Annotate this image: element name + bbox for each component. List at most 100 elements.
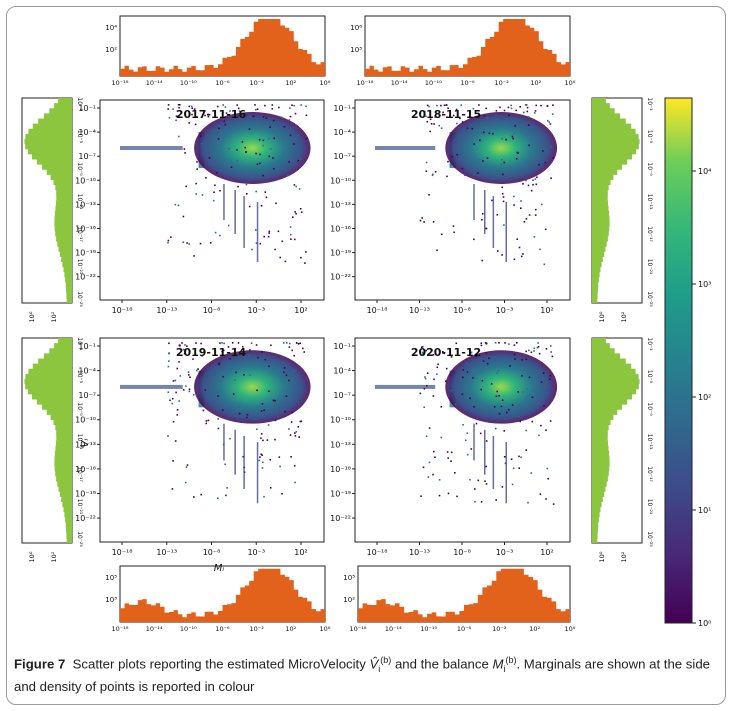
scatter-point [526, 110, 529, 113]
scatter-point [433, 378, 435, 381]
scatter-point [289, 434, 292, 436]
scatter-point [255, 190, 257, 193]
scatter-point [274, 419, 277, 422]
scatter-point [255, 152, 257, 155]
scatter-point [508, 343, 510, 345]
scatter-point [470, 351, 473, 354]
scatter-point [293, 143, 295, 145]
scatter-point [261, 454, 263, 456]
scatter-point [513, 204, 515, 206]
scatter-point [440, 127, 443, 129]
scatter-streak [492, 435, 495, 489]
scatter-point [513, 258, 516, 261]
scatter-point [238, 110, 241, 112]
scatter-point [518, 455, 520, 458]
scatter-point [248, 354, 250, 357]
scatter-point [549, 375, 552, 377]
side-marginal-3 [21, 337, 73, 544]
panel-title-4: 2020-11-12 [411, 346, 481, 359]
scatter-point [224, 106, 227, 108]
scatter-point [525, 350, 527, 353]
scatter-point [462, 376, 464, 379]
scatter-point [534, 110, 537, 112]
colorbar-tick-label: 10² [698, 393, 711, 402]
scatter-point [453, 231, 455, 234]
histogram-bars [120, 568, 325, 622]
scatter-point [255, 229, 257, 231]
scatter-point [216, 105, 219, 108]
scatter-point [432, 450, 435, 453]
scatter-point [501, 192, 504, 195]
scatter-point [278, 456, 281, 458]
scatter-point [293, 369, 295, 372]
scatter-point [535, 104, 537, 107]
side-y-tick-label: 10⁻⁵ [646, 130, 653, 144]
scatter-point [488, 132, 491, 135]
scatter-point [422, 346, 424, 348]
scatter-point [202, 409, 205, 412]
scatter-point [479, 139, 481, 141]
scatter-point [199, 242, 202, 245]
scatter-point [235, 371, 237, 374]
scatter-point [425, 115, 427, 118]
scatter-point [222, 137, 224, 139]
scatter-point [204, 114, 206, 117]
scatter-point [254, 104, 256, 106]
scatter-point [542, 372, 545, 374]
scatter-point [215, 135, 218, 138]
scatter-point [226, 121, 229, 124]
side-y-tick-label: 10⁻¹ [76, 97, 83, 111]
scatter-point [536, 176, 538, 179]
scatter-point [495, 395, 498, 398]
scatter-point [188, 122, 190, 124]
scatter-point [182, 389, 185, 391]
scatter-point [188, 243, 190, 245]
x-tick-label: 10² [540, 548, 553, 557]
scatter-point [501, 158, 503, 161]
scatter-point [469, 478, 471, 481]
scatter-point [183, 348, 185, 351]
scatter-point [193, 496, 195, 498]
scatter-streak [505, 202, 507, 262]
y-tick-label: 10⁻¹⁶ [75, 465, 96, 474]
scatter-point [543, 263, 546, 266]
scatter-streak [505, 442, 507, 504]
scatter-point [552, 503, 555, 505]
scatter-point [540, 424, 542, 427]
scatter-point [186, 345, 188, 347]
scatter-point [184, 344, 186, 346]
scatter-point [461, 167, 464, 170]
scatter-point [531, 420, 534, 423]
scatter-point [421, 217, 423, 219]
scatter-point [289, 342, 291, 345]
scatter-point [496, 390, 498, 393]
scatter-point [535, 208, 537, 211]
scatter-point [286, 342, 288, 344]
scatter-point [238, 412, 241, 415]
scatter-point [440, 436, 443, 439]
scatter-point [168, 342, 170, 345]
density-core [194, 350, 311, 424]
scatter-point [450, 460, 452, 462]
scatter-point [461, 393, 464, 396]
scatter-point [193, 255, 195, 257]
scatter-point [255, 108, 257, 111]
marginal-x-tick-label: 10⁻¹⁸ [112, 625, 129, 633]
scatter-point [262, 144, 264, 147]
scatter-point [475, 422, 478, 425]
scatter-point [546, 105, 549, 107]
scatter-point [434, 171, 437, 173]
scatter-point [462, 369, 465, 371]
scatter-point [290, 399, 292, 401]
scatter-point [205, 177, 207, 179]
scatter-point [515, 109, 517, 112]
scatter-point [447, 160, 449, 163]
scatter-point [520, 255, 523, 258]
scatter-point [495, 110, 498, 112]
scatter-point [496, 214, 499, 216]
histogram-bars [365, 19, 570, 76]
scatter-point [548, 121, 550, 123]
scatter-point [167, 104, 170, 106]
scatter-point [300, 256, 302, 259]
scatter-point [205, 422, 207, 425]
